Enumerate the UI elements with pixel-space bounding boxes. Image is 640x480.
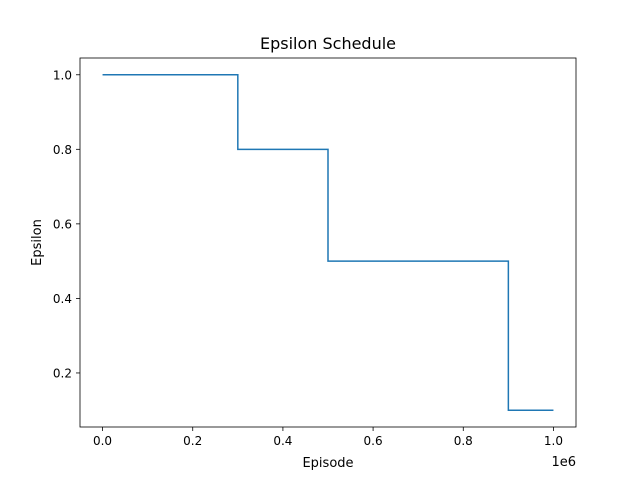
y-tick-label: 0.4 bbox=[53, 292, 72, 306]
x-tick-label: 0.6 bbox=[364, 434, 383, 448]
y-axis-label: Epsilon bbox=[30, 219, 45, 266]
series-line-0 bbox=[102, 74, 554, 411]
y-tick-label: 0.2 bbox=[53, 366, 72, 380]
x-axis-label: Episode bbox=[302, 456, 353, 471]
x-tick-label: 0.0 bbox=[93, 434, 112, 448]
y-tick-label: 0.6 bbox=[53, 217, 72, 231]
y-tick-label: 1.0 bbox=[53, 68, 72, 82]
x-axis-ticks: 0.0 0.2 0.4 0.6 0.8 1.0 bbox=[93, 427, 563, 448]
x-tick-label: 0.8 bbox=[454, 434, 473, 448]
x-tick-label: 1.0 bbox=[544, 434, 563, 448]
x-tick-label: 0.2 bbox=[183, 434, 202, 448]
x-axis-offset-label: 1e6 bbox=[551, 455, 576, 470]
y-axis-ticks: 0.2 0.4 0.6 0.8 1.0 bbox=[53, 68, 80, 380]
y-tick-label: 0.8 bbox=[53, 143, 72, 157]
chart-title: Epsilon Schedule bbox=[260, 34, 396, 53]
series-layer bbox=[102, 74, 554, 411]
plot-frame bbox=[79, 57, 577, 428]
x-tick-label: 0.4 bbox=[273, 434, 292, 448]
